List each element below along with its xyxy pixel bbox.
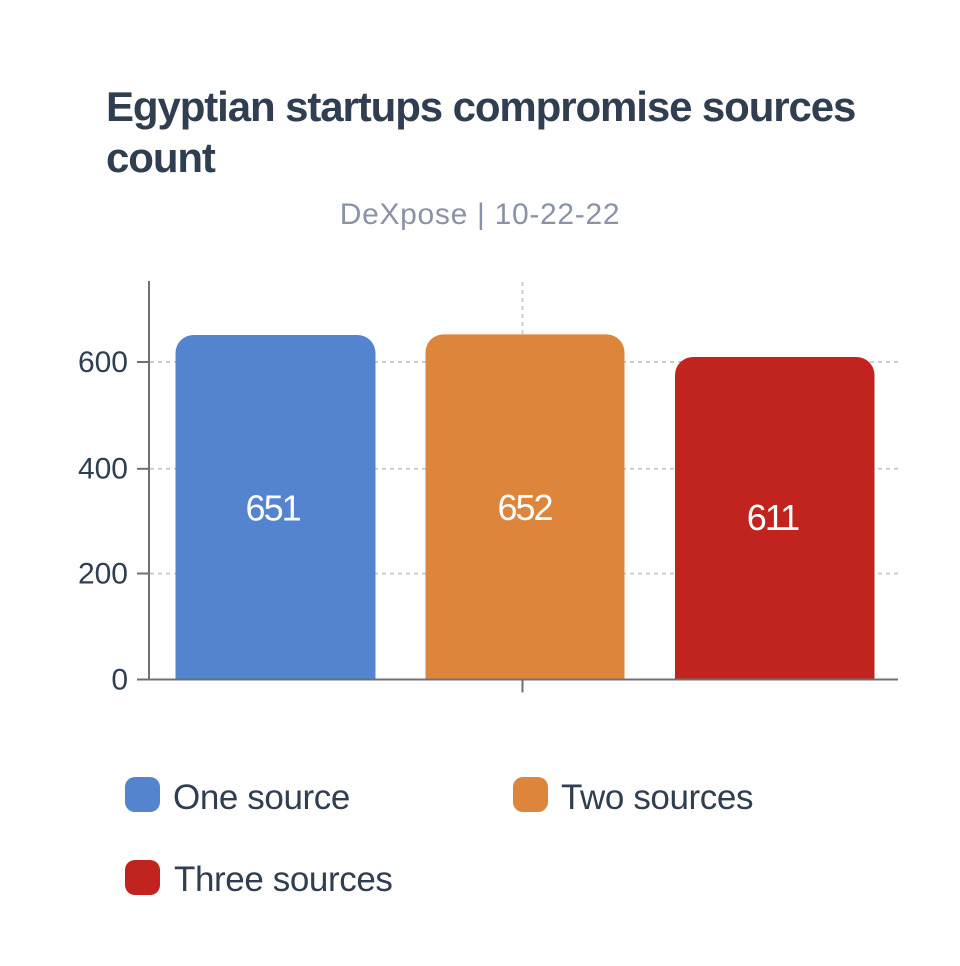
svg-text:651: 651: [246, 488, 301, 529]
svg-text:0: 0: [111, 663, 128, 696]
svg-text:600: 600: [78, 346, 128, 379]
svg-text:611: 611: [747, 497, 799, 538]
svg-text:400: 400: [78, 453, 128, 486]
svg-text:652: 652: [497, 487, 552, 528]
svg-text:200: 200: [78, 557, 128, 590]
